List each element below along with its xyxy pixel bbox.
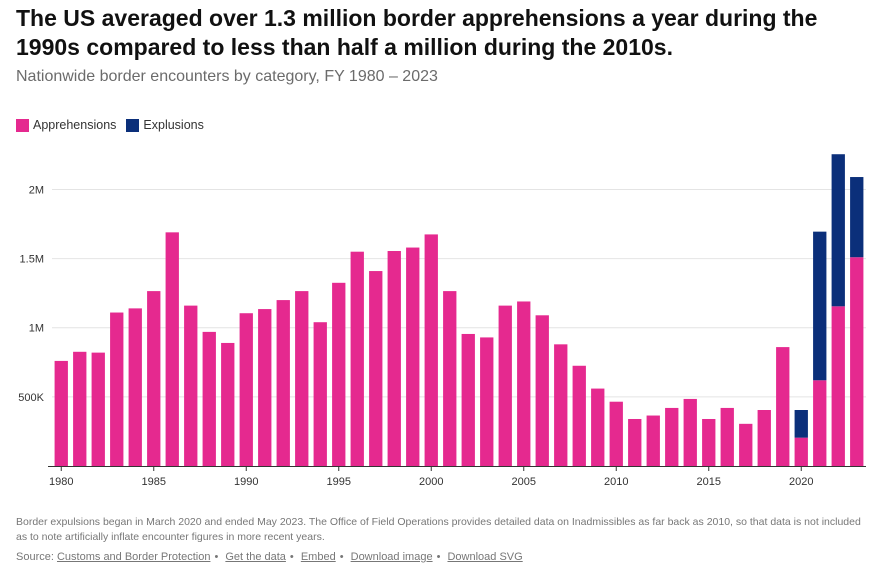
x-tick-label: 2020: [789, 476, 813, 488]
x-tick-label: 1980: [49, 476, 73, 488]
bar-expulsions: [850, 177, 864, 258]
x-tick-label: 1985: [142, 476, 166, 488]
source-label: Source:: [16, 551, 54, 563]
bar-apprehensions: [387, 251, 401, 466]
legend-item-apprehensions: Apprehensions: [16, 118, 116, 132]
bar-apprehensions: [813, 380, 827, 466]
y-tick-label: 500K: [18, 392, 44, 404]
download-svg-link[interactable]: Download SVG: [447, 551, 523, 563]
bar-apprehensions: [480, 337, 494, 466]
footnote: Border expulsions began in March 2020 an…: [16, 516, 861, 543]
bar-apprehensions: [184, 305, 198, 466]
bar-apprehensions: [498, 305, 512, 466]
chart-title: The US averaged over 1.3 million border …: [16, 5, 818, 60]
bar-apprehensions: [295, 291, 309, 466]
bar-apprehensions: [665, 407, 679, 466]
bar-apprehensions: [110, 312, 124, 466]
bar-apprehensions: [424, 234, 438, 466]
bar-apprehensions: [720, 407, 734, 466]
x-tick-label: 1995: [327, 476, 351, 488]
bar-apprehensions: [313, 322, 327, 466]
bar-apprehensions: [165, 232, 179, 466]
bar-apprehensions: [443, 291, 457, 466]
bar-apprehensions: [369, 271, 383, 466]
bar-apprehensions: [739, 423, 753, 466]
bar-apprehensions: [628, 418, 642, 466]
x-tick-label: 2010: [604, 476, 628, 488]
legend-swatch-expulsions: [126, 118, 140, 132]
bar-apprehensions: [831, 306, 845, 466]
bar-apprehensions: [794, 437, 808, 466]
bar-apprehensions: [535, 315, 549, 466]
bar-chart: 500K 1M 1.5M 2M 1980 1985 1990 1995 2000 2005 2010…: [18, 154, 866, 488]
legend-swatch-apprehensions: [16, 118, 29, 132]
bar-apprehensions: [517, 301, 531, 466]
bar-apprehensions: [258, 309, 272, 466]
get-data-link[interactable]: Get the data: [225, 551, 286, 563]
bar-apprehensions: [73, 351, 87, 466]
bar-apprehensions: [461, 333, 475, 466]
legend-label-apprehensions: Apprehensions: [33, 118, 117, 132]
source-line: Source: Customs and Border Protection • G…: [16, 551, 523, 563]
bar-expulsions: [794, 410, 808, 438]
bar-apprehensions: [850, 257, 864, 466]
bar-apprehensions: [239, 313, 253, 466]
x-tick-label: 2015: [697, 476, 721, 488]
bar-apprehensions: [683, 398, 697, 466]
bar-apprehensions: [276, 300, 290, 466]
bar-apprehensions: [757, 410, 771, 466]
bar-apprehensions: [91, 352, 105, 466]
bar-apprehensions: [406, 247, 420, 466]
x-tick-label: 1990: [234, 476, 258, 488]
bar-expulsions: [831, 154, 845, 307]
legend-label-expulsions: Explusions: [143, 118, 204, 132]
bar-apprehensions: [128, 308, 142, 466]
bar-apprehensions: [702, 418, 716, 466]
y-tick-label: 1.5M: [20, 254, 44, 266]
legend: Apprehensions Explusions: [16, 118, 204, 132]
y-tick-label: 1M: [29, 323, 44, 335]
bar-apprehensions: [221, 342, 235, 466]
x-tick-label: 2000: [419, 476, 443, 488]
download-image-link[interactable]: Download image: [350, 551, 433, 563]
bar-apprehensions: [554, 344, 568, 466]
bar-apprehensions: [776, 347, 790, 466]
bar-apprehensions: [609, 401, 623, 466]
bar-apprehensions: [147, 291, 161, 466]
bar-apprehensions: [54, 360, 68, 466]
bar-apprehensions: [591, 388, 605, 466]
bar-apprehensions: [350, 251, 364, 466]
bar-apprehensions: [202, 331, 216, 466]
y-tick-label: 2M: [29, 184, 44, 196]
chart-subtitle: Nationwide border encounters by category…: [16, 68, 438, 85]
x-tick-label: 2005: [512, 476, 536, 488]
bar-expulsions: [813, 231, 827, 381]
bar-apprehensions: [646, 415, 660, 466]
bar-apprehensions: [332, 282, 346, 466]
bar-apprehensions: [572, 365, 586, 466]
embed-link[interactable]: Embed: [300, 551, 336, 563]
source-link-cbp[interactable]: Customs and Border Protection: [56, 551, 211, 563]
legend-item-expulsions: Explusions: [126, 118, 204, 132]
